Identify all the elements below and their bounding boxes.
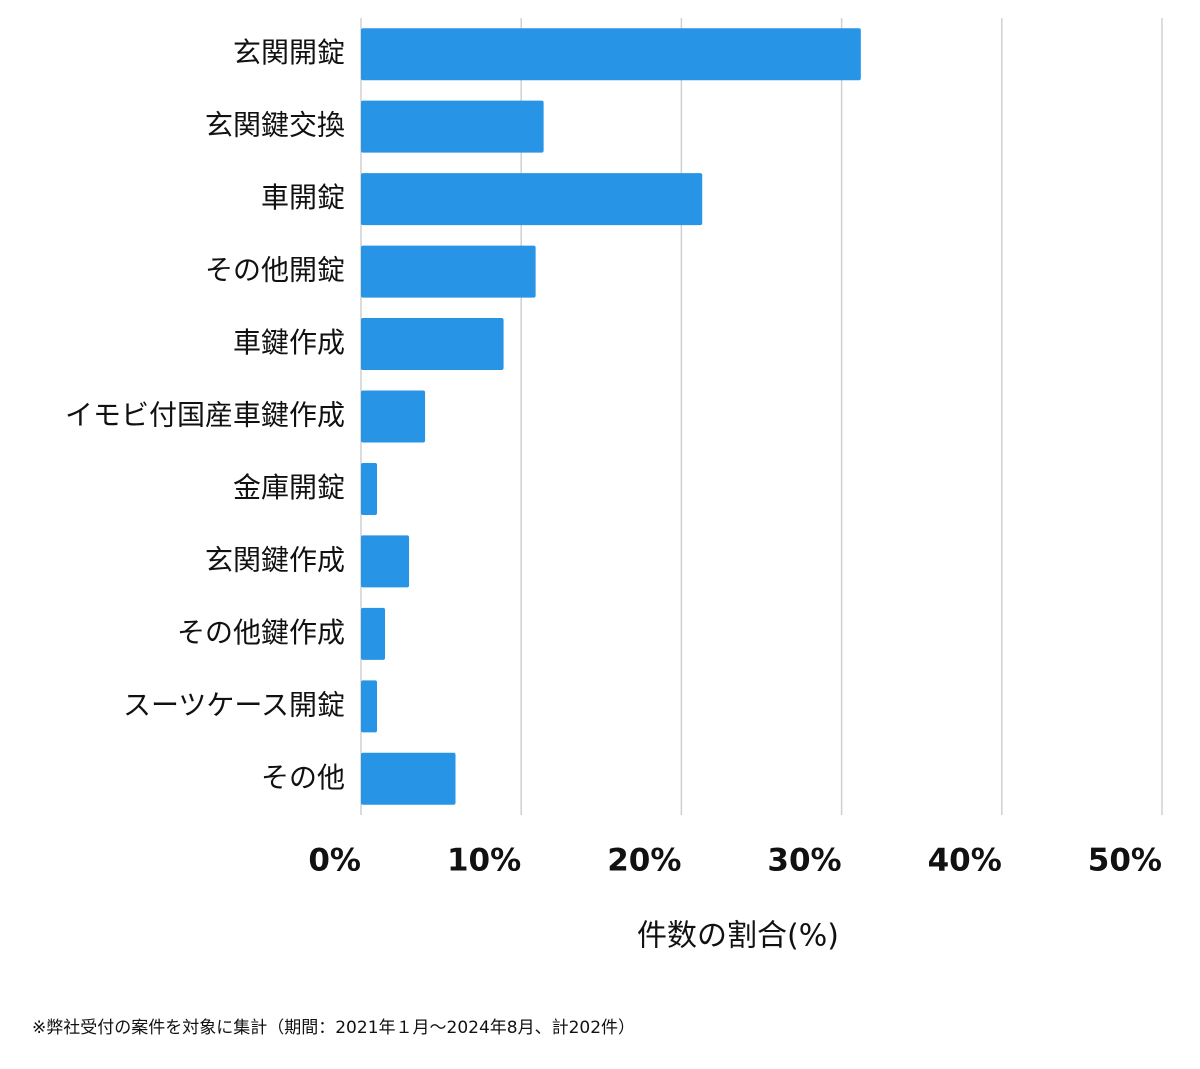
bar [361, 390, 426, 443]
footnote: ※弊社受付の案件を対象に集計（期間：2021年１月〜2024年8月、計202件） [32, 1018, 635, 1038]
x-tick-label: 50% [1088, 843, 1162, 879]
bar [361, 607, 386, 660]
x-tick-label: 20% [607, 843, 681, 879]
bar [361, 173, 703, 226]
y-tick-label: 玄関開錠 [233, 36, 345, 69]
y-tick-label: 玄関鍵作成 [205, 543, 345, 576]
y-tick-label: 車鍵作成 [233, 326, 345, 359]
x-tick-label: 10% [447, 843, 521, 879]
bar [361, 245, 536, 298]
y-tick-label: イモビ付国産車鍵作成 [65, 399, 345, 432]
bar [361, 100, 544, 153]
x-tick-label: 40% [928, 843, 1002, 879]
x-axis-label: 件数の割合(%) [637, 919, 839, 954]
x-tick-label: 0% [308, 843, 361, 879]
y-tick-label: 玄関鍵交換 [205, 109, 345, 142]
y-tick-label: その他鍵作成 [177, 616, 345, 649]
y-tick-label: スーツケース開錠 [123, 688, 345, 721]
bar [361, 318, 504, 371]
y-tick-label: 金庫開錠 [233, 471, 345, 504]
bar [361, 535, 410, 588]
bar [361, 462, 378, 515]
bar [361, 752, 456, 805]
x-tick-label: 30% [767, 843, 841, 879]
y-tick-label: その他 [261, 761, 345, 794]
y-tick-label: 車開錠 [261, 181, 345, 214]
bar [361, 28, 861, 81]
bar [361, 680, 378, 733]
y-tick-label: その他開錠 [205, 254, 345, 287]
